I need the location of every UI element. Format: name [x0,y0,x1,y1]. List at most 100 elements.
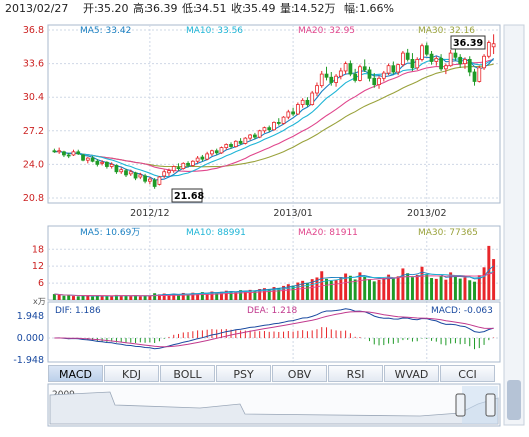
candle-body [281,116,286,124]
candle-body [377,77,381,86]
tab-psy[interactable]: PSY [216,365,271,382]
volume-bar [91,296,95,300]
header-change: 1.66% [359,2,394,15]
header-close: 35.49 [244,2,276,15]
price-ma5-label: MA5: 33.42 [80,26,131,36]
volume-bar [95,295,99,300]
ohlc-header: 2013/02/27 开: 35.20 高: 36.39 低: 34.51 收:… [5,1,394,15]
candle-body [401,52,405,66]
macd-dea-label: DEA: 1.218 [247,306,298,316]
tab-cci[interactable]: CCI [440,365,495,382]
candle-body [391,65,396,73]
candle-body [253,134,257,138]
vertical-scrollbar-track[interactable] [503,24,525,426]
volume-bar [458,278,462,300]
candle-body [338,70,343,77]
low-marker-box [171,188,203,203]
candle-body [105,161,109,167]
volume-bar [215,292,219,300]
tab-boll[interactable]: BOLL [160,365,215,382]
candle-body [157,176,162,185]
volume-bar [181,292,185,300]
macd-value-label: MACD: -0.063 [431,306,493,316]
header-open-label: 开: [83,2,98,15]
candle-body [358,66,362,81]
volume-ma5-label: MA5: 10.69万 [80,228,140,238]
candle-body [257,130,262,138]
candle-body [458,56,463,64]
candle-body [57,150,62,153]
volume-bar [482,267,486,300]
volume-ma-legend: MA5: 10.69万 MA10: 88991 MA20: 81911 MA30… [80,228,478,238]
volume-bar [52,294,56,300]
candle-body [76,151,81,155]
volume-bar [253,290,257,300]
candle-body [372,77,377,86]
volume-bar [396,276,400,300]
volume-bar [272,287,276,300]
candle-body [386,65,391,74]
volume-bar [57,294,61,300]
macd-y-tick: -1.948 [13,355,44,366]
volume-bar [76,296,80,300]
vertical-scrollbar-thumb[interactable] [507,380,521,420]
candle-body [262,127,267,132]
navigator-right-handle[interactable] [485,393,496,417]
candle-body [248,134,253,139]
volume-bar [110,296,114,300]
header-low: 34.51 [195,2,227,15]
volume-bar [353,279,357,300]
candle-body [219,147,224,154]
volume-bar [196,293,200,300]
volume-bar [138,296,142,300]
candle-body [324,73,329,78]
candle-body [214,150,219,154]
volume-y-axis: 18 12 6 [32,244,44,289]
volume-grid [48,248,500,284]
volume-bar [148,296,152,300]
volume-ma30-label: MA30: 77365 [418,228,478,238]
candle-body [128,171,133,175]
volume-bar [415,274,419,300]
header-date: 2013/02/27 [5,2,68,15]
ma30-line [54,63,494,168]
volume-bar [210,291,214,300]
volume-bar [239,290,243,300]
volume-bar [119,295,123,300]
price-y-tick-left: 27.2 [23,126,44,137]
tab-rsi[interactable]: RSI [328,365,383,382]
candle-body [472,71,477,82]
volume-bar [81,295,85,300]
volume-bar [157,294,161,300]
volume-bar [406,273,410,300]
tab-wvad[interactable]: WVAD [384,365,439,382]
volume-bar [100,296,104,300]
volume-bar [444,279,448,300]
volume-bar [205,293,209,300]
header-low-label: 低: [182,2,197,15]
volume-bar [191,292,195,300]
volume-bar [134,295,138,300]
high-marker-label: 36.39 [453,38,483,49]
candle-body [200,156,205,160]
candle-body [267,127,272,131]
macd-dif-line [54,308,494,350]
candle-body [420,45,424,60]
low-marker-label: 21.68 [174,191,204,202]
candle-body [381,72,386,79]
price-ma-lines [54,55,495,181]
tab-kdj[interactable]: KDJ [104,365,159,382]
price-y-tick-left: 33.6 [23,59,44,70]
navigator-left-handle[interactable] [455,393,466,417]
candle-body [176,167,181,170]
tab-obv[interactable]: OBV [272,365,327,382]
volume-bars [52,245,496,300]
macd-y-tick: 0.000 [17,333,44,344]
header-open: 35.20 [97,2,129,15]
volume-bar [153,293,157,300]
price-ma10-label: MA10: 33.56 [186,26,243,36]
volume-bar [220,291,223,300]
tab-macd[interactable]: MACD [48,365,103,382]
volume-bar [301,280,305,300]
candle-body [167,170,171,174]
